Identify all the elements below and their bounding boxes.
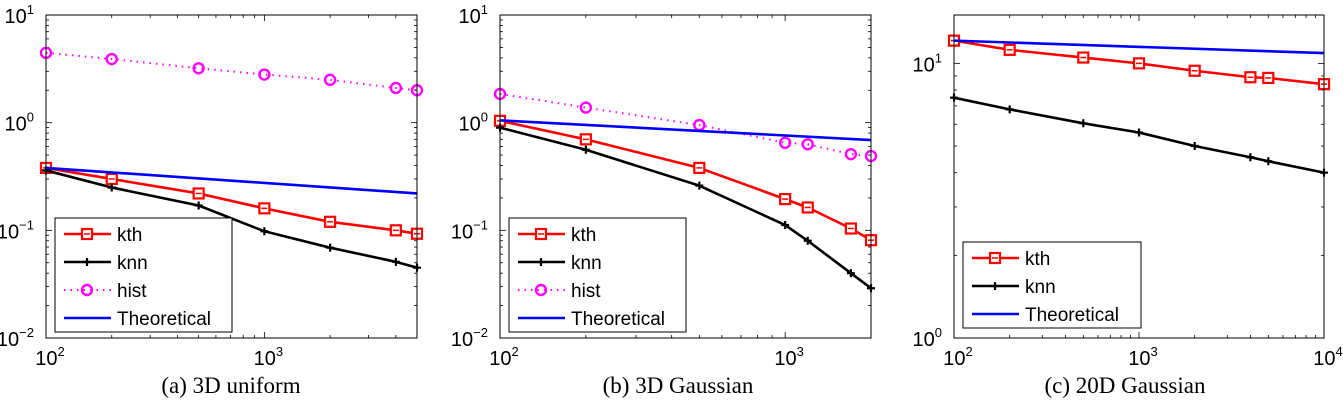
y-tick-label: 101	[459, 2, 488, 28]
subplot-caption: (a) 3D uniform	[161, 373, 300, 398]
legend: kth knn Theoretical	[962, 241, 1142, 329]
plot-frame	[953, 14, 1325, 339]
x-tick-label: 104	[1313, 344, 1342, 370]
subplot-caption: (c) 20D Gaussian	[1045, 373, 1206, 398]
plus-marker	[803, 236, 812, 245]
x-tick-label: 102	[943, 344, 972, 370]
series-knn	[950, 93, 1328, 177]
series-theoretical	[953, 39, 1325, 55]
plus-marker	[846, 269, 855, 278]
plus-marker	[391, 257, 400, 266]
plus-marker	[1135, 128, 1143, 137]
subplot-caption: (b) 3D Gaussian	[603, 373, 754, 398]
legend-label: kth	[117, 225, 142, 246]
series-hist	[39, 46, 424, 97]
y-tick-label: 100	[5, 110, 34, 136]
plus-marker	[781, 221, 790, 230]
x-tick-label: 102	[489, 344, 518, 370]
x-tick-label: 103	[1128, 344, 1157, 370]
series-knn	[42, 166, 421, 272]
legend-label: hist	[571, 281, 601, 302]
series-line-hist	[45, 51, 418, 92]
series-hist	[493, 87, 878, 163]
plus-marker	[326, 243, 335, 252]
legend-label: hist	[117, 281, 147, 302]
plus-marker	[537, 258, 545, 266]
plus-marker	[1190, 142, 1199, 151]
circle-marker	[192, 62, 205, 75]
plus-marker	[260, 227, 269, 236]
legend-label: Theoretical	[571, 309, 665, 330]
plus-marker	[1005, 105, 1014, 114]
legend: kth knn hist Theoretical	[54, 217, 233, 333]
plus-marker	[991, 282, 999, 290]
circle-marker	[801, 138, 814, 151]
y-tick-label: 100	[459, 110, 488, 136]
legend-label: kth	[571, 225, 596, 246]
x-tick-label: 102	[35, 344, 64, 370]
y-tick-label: 10−2	[0, 325, 34, 351]
legend-label: knn	[571, 253, 602, 274]
x-tick-label: 103	[774, 344, 803, 370]
circle-marker	[844, 147, 858, 161]
series-theoretical	[45, 166, 418, 195]
x-tick-label: 103	[254, 344, 283, 370]
legend-label: knn	[117, 253, 148, 274]
series-theoretical	[499, 119, 872, 142]
legend-label: Theoretical	[1025, 305, 1119, 326]
plot-frame	[45, 14, 418, 339]
circle-marker	[80, 283, 94, 297]
y-tick-label: 101	[5, 2, 34, 28]
subplot-1: 102 103 101 100 10−1 10−2 kth knn hist Theoretica…	[0, 2, 424, 398]
plot-frame	[499, 14, 872, 339]
plus-marker	[1264, 157, 1273, 166]
plus-marker	[695, 181, 704, 190]
series-line-theoretical	[953, 39, 1325, 55]
plus-marker	[107, 183, 116, 192]
series-line-hist	[499, 92, 872, 158]
circle-marker	[534, 283, 548, 297]
circle-marker	[389, 81, 403, 95]
circle-marker	[105, 52, 118, 66]
plus-marker	[83, 258, 91, 266]
circle-marker	[579, 101, 593, 114]
y-tick-label: 10−1	[451, 217, 488, 243]
plus-marker	[1246, 153, 1255, 162]
plus-marker	[194, 201, 203, 210]
plus-marker	[581, 145, 590, 154]
series-line-theoretical	[499, 119, 872, 142]
y-tick-label: 100	[913, 325, 942, 351]
legend-label: knn	[1025, 277, 1056, 298]
plus-marker	[1079, 119, 1088, 128]
y-tick-label: 101	[913, 50, 942, 76]
subplot-2: 102 103 101 100 10−1 10−2 kth knn hist Theoretica…	[451, 2, 878, 398]
circle-marker	[323, 73, 337, 87]
legend-label: kth	[1025, 249, 1050, 270]
series-line-theoretical	[45, 166, 418, 195]
circle-marker	[778, 136, 792, 150]
y-tick-label: 10−1	[0, 217, 34, 243]
legend: kth knn hist Theoretical	[508, 217, 687, 333]
circle-marker	[258, 68, 271, 81]
legend-label: Theoretical	[117, 309, 211, 330]
subplot-3: 102 103 104 101 100 kth knn Theoretical (c) 20D …	[913, 14, 1343, 398]
y-tick-label: 10−2	[451, 325, 488, 351]
